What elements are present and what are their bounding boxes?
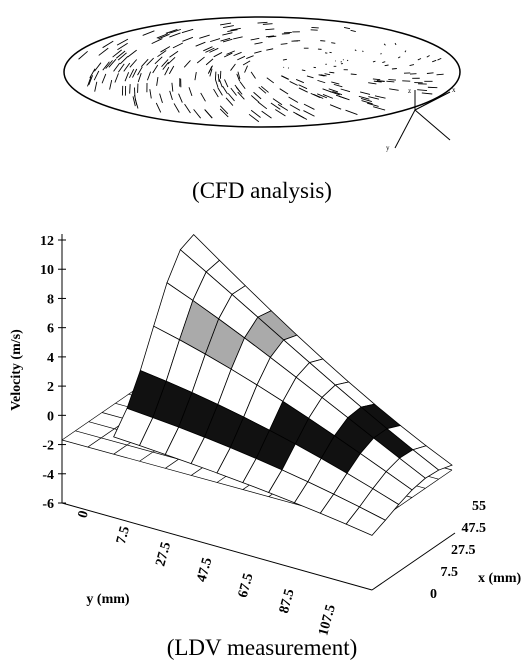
vector [381, 53, 382, 54]
tick-label: 0 [47, 409, 54, 424]
tick-label: 4 [47, 351, 54, 366]
vector [331, 43, 335, 44]
triad-label: z [408, 87, 411, 95]
tick-label: 47.5 [462, 521, 487, 536]
tick-label: 87.5 [277, 587, 298, 615]
tick-label: 7.5 [441, 565, 459, 580]
cfd-plot [64, 17, 460, 127]
triad-label: x [452, 86, 456, 94]
vector [288, 68, 289, 69]
caption: (CFD analysis) [192, 178, 332, 203]
x-axis-line [372, 533, 455, 590]
caption: (LDV measurement) [167, 635, 358, 660]
cfd-domain [64, 17, 460, 127]
tick-label: 8 [47, 292, 54, 307]
triad-label: y [386, 144, 390, 152]
y-axis-line [62, 503, 372, 590]
tick-label: 27.5 [153, 540, 174, 568]
tick-label: 67.5 [236, 572, 257, 600]
axis-label: Velocity (m/s) [9, 329, 24, 411]
tick-label: 0 [430, 587, 437, 602]
tick-label: 6 [47, 322, 54, 337]
tick-label: 7.5 [114, 525, 133, 546]
tick-label: -2 [42, 439, 54, 454]
tick-label: 107.5 [316, 603, 339, 637]
tick-label: 12 [40, 234, 54, 249]
tick-label: 2 [47, 380, 54, 395]
tick-label: -4 [42, 468, 54, 483]
tick-label: 27.5 [451, 543, 476, 558]
tick-label: -6 [42, 497, 54, 512]
triad-y [395, 110, 415, 148]
tick-label: 10 [40, 263, 54, 278]
triad-diag [415, 110, 450, 140]
tick-label: 55 [472, 499, 486, 514]
vector [363, 51, 364, 52]
vector [392, 68, 397, 69]
tick-label: 47.5 [195, 556, 216, 584]
vector [347, 60, 348, 61]
ldv-plot [62, 235, 452, 536]
axis-label: y (mm) [86, 592, 129, 607]
axis-label: x (mm) [478, 571, 521, 586]
vector [351, 74, 357, 75]
